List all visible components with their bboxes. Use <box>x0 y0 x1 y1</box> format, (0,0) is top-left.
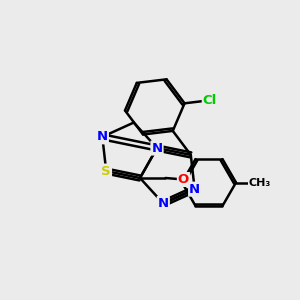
Text: Cl: Cl <box>203 94 217 107</box>
Text: N: N <box>97 130 108 143</box>
Text: CH₃: CH₃ <box>249 178 271 188</box>
Text: N: N <box>189 183 200 196</box>
Text: N: N <box>158 197 169 210</box>
Text: S: S <box>101 165 111 178</box>
Text: N: N <box>152 142 163 154</box>
Text: O: O <box>178 173 189 186</box>
